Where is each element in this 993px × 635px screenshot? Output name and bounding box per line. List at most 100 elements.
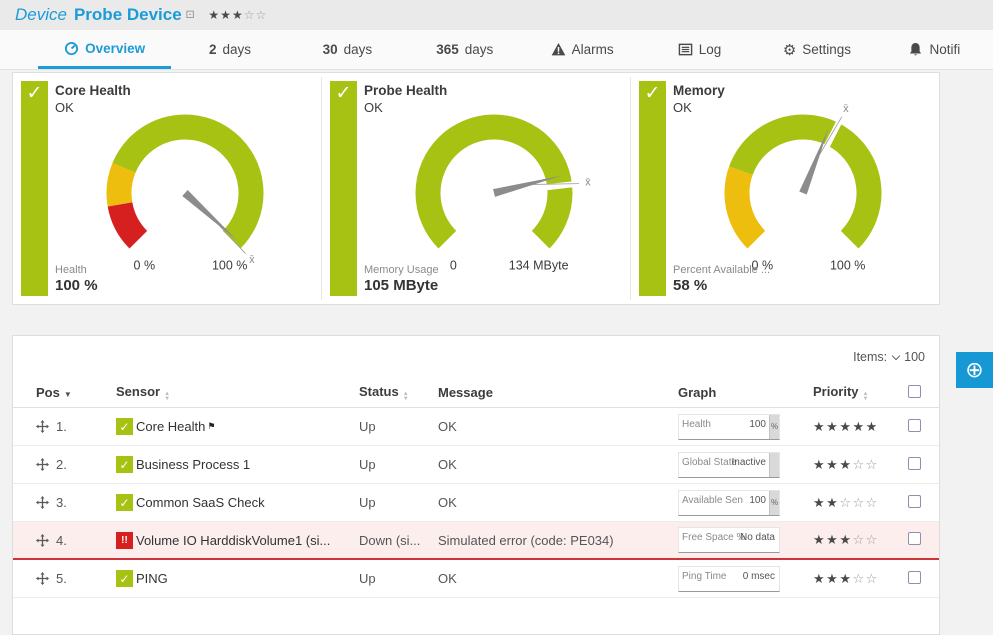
message-cell: OK [438,571,666,586]
move-icon[interactable] [36,458,49,471]
gauge-channel: Health 100 % [55,264,98,294]
move-icon[interactable] [36,496,49,509]
channel-value: 58 % [673,277,770,294]
log-list-icon [678,42,693,57]
tab-settings[interactable]: ⚙ Settings [758,30,875,69]
gauge-panel-core-health[interactable]: ✓ Core Health OK x̄0 %100 % Health 100 % [13,73,321,304]
tab-alarms[interactable]: Alarms [523,30,640,69]
move-icon[interactable] [36,420,49,433]
object-kind-label: Device [15,5,67,25]
channel-value: 105 MByte [364,277,439,294]
status-cell: Up [359,571,438,586]
row-position: 2. [56,457,67,472]
status-cell: Up [359,495,438,510]
bell-icon [908,42,923,57]
status-cell: Down (si... [359,533,438,548]
sensor-link[interactable]: Common SaaS Check [136,495,265,510]
tab-log[interactable]: Log [641,30,758,69]
message-cell: OK [438,419,666,434]
sensor-link[interactable]: Volume IO HarddiskVolume1 (si... [136,533,330,548]
message-cell: OK [438,495,666,510]
mini-graph[interactable]: Available Sen100% [678,490,780,516]
graph-unit-strip [769,453,779,477]
table-row[interactable]: 2. ✓Business Process 1⚑ Up OK Global Sta… [13,446,939,484]
table-row[interactable]: 4. !!Volume IO HarddiskVolume1 (si...⚑ D… [13,522,939,560]
message-cell: Simulated error (code: PE034) [438,533,666,548]
select-all-checkbox[interactable] [908,385,921,398]
gauge-channel: Memory Usage 105 MByte [364,264,439,294]
svg-text:x̄: x̄ [249,254,255,266]
sort-desc-icon: ▼ [64,390,72,399]
channel-label: Percent Available ... [673,264,770,276]
table-row[interactable]: 1. ✓Core Health⚑ Up OK Health100% ★★★★★ [13,408,939,446]
mini-graph[interactable]: Health100% [678,414,780,440]
row-position: 5. [56,571,67,586]
sort-icon: ▲▼ [164,392,170,402]
check-icon: ✓ [21,81,48,107]
tab-30-days[interactable]: 30days [289,30,406,69]
sensor-state-icon: ✓ [116,418,133,435]
ok-status-bar: ✓ [330,81,357,296]
column-header-sensor[interactable]: Sensor▲▼ [116,384,359,402]
gauge-panel-memory[interactable]: ✓ Memory OK x̄0 %100 % Percent Available… [631,73,939,304]
row-checkbox[interactable] [908,419,921,432]
sort-icon: ▲▼ [863,392,869,402]
svg-text:x̄: x̄ [585,177,591,189]
chevron-down-icon [892,352,900,360]
tab-overview[interactable]: Overview [38,30,171,69]
svg-text:100 %: 100 % [212,259,247,273]
device-header-bar: Device Probe Device ⚀ ★★★☆☆ [0,0,993,30]
tab-365-days[interactable]: 365days [406,30,523,69]
sensor-link[interactable]: Business Process 1 [136,457,250,472]
table-row[interactable]: 3. ✓Common SaaS Check⚑ Up OK Available S… [13,484,939,522]
mini-graph[interactable]: Free Space %No data [678,527,780,553]
priority-stars[interactable]: ★★★☆☆ [813,457,898,473]
table-header: Pos▼ Sensor▲▼ Status▲▼ Message Graph Pri… [13,378,939,408]
alarm-triangle-icon [551,42,566,57]
add-button[interactable]: ⊕ [956,352,993,388]
tab-notifications[interactable]: Notifi [876,30,993,69]
page-title: Probe Device [74,5,182,25]
row-position: 1. [56,419,67,434]
row-position: 4. [56,533,67,548]
flag-outline-icon[interactable]: ⚀ [186,10,195,21]
table-row[interactable]: 5. ✓PING⚑ Up OK Ping Time0 msec ★★★☆☆ [13,560,939,598]
priority-stars[interactable]: ★★★★★ [813,419,898,435]
move-icon[interactable] [36,534,49,547]
sensor-state-icon: ✓ [116,456,133,473]
mini-graph[interactable]: Ping Time0 msec [678,566,780,592]
priority-stars[interactable]: ★★☆☆☆ [813,495,898,511]
items-count-dropdown[interactable]: Items: 100 [853,350,925,364]
channel-label: Memory Usage [364,264,439,276]
row-checkbox[interactable] [908,495,921,508]
tab-bar: Overview 2days 30days 365days Alarms Log… [0,30,993,70]
sensor-link[interactable]: Core Health [136,419,205,434]
flag-icon: ⚑ [207,421,215,432]
gauge-chart-probe-health: x̄0134 MByte [366,89,622,275]
select-all-cell [898,385,939,401]
sensor-link[interactable]: PING [136,571,168,586]
column-header-priority[interactable]: Priority▲▼ [813,384,898,402]
column-header-graph: Graph [666,385,813,400]
device-priority-stars[interactable]: ★★★☆☆ [208,6,267,24]
graph-unit-strip: % [769,491,779,515]
row-checkbox[interactable] [908,571,921,584]
column-header-pos[interactable]: Pos▼ [36,385,116,400]
tab-2-days[interactable]: 2days [171,30,288,69]
sensor-table-card: Items: 100 Pos▼ Sensor▲▼ Status▲▼ Messag… [12,335,940,635]
gauge-panel-probe-health[interactable]: ✓ Probe Health OK x̄0134 MByte Memory Us… [322,73,630,304]
table-toolbar: Items: 100 [13,336,939,378]
mini-graph[interactable]: Global StateInactive [678,452,780,478]
priority-stars[interactable]: ★★★☆☆ [813,571,898,587]
row-checkbox[interactable] [908,457,921,470]
svg-text:x̄: x̄ [843,103,849,115]
row-checkbox[interactable] [908,532,921,545]
channel-label: Health [55,264,98,276]
move-icon[interactable] [36,572,49,585]
row-position: 3. [56,495,67,510]
priority-stars[interactable]: ★★★☆☆ [813,532,898,548]
column-header-status[interactable]: Status▲▼ [359,384,438,402]
channel-value: 100 % [55,277,98,294]
gear-icon: ⚙ [783,41,796,59]
ok-status-bar: ✓ [639,81,666,296]
